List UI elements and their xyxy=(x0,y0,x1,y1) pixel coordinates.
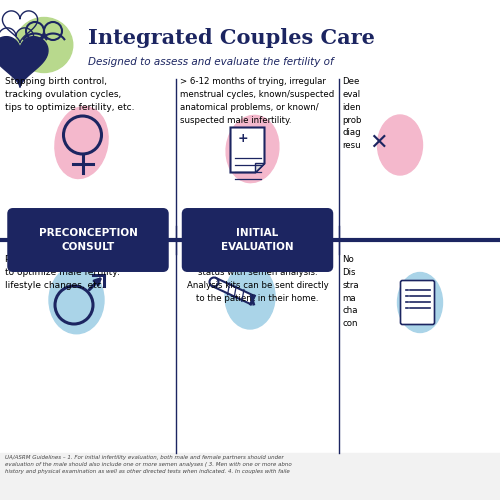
Bar xyxy=(0,0,500,79)
FancyBboxPatch shape xyxy=(184,210,332,270)
Ellipse shape xyxy=(226,116,279,182)
Text: Designed to assess and evaluate the fertility of: Designed to assess and evaluate the fert… xyxy=(88,57,333,67)
Text: Integrated Couples Care: Integrated Couples Care xyxy=(88,28,375,48)
Polygon shape xyxy=(256,164,264,172)
Text: UA/ASRM Guidelines – 1. For initial infertility evaluation, both male and female: UA/ASRM Guidelines – 1. For initial infe… xyxy=(5,455,292,473)
Text: INITIAL
EVALUATION: INITIAL EVALUATION xyxy=(221,228,294,252)
Ellipse shape xyxy=(225,264,275,329)
FancyBboxPatch shape xyxy=(9,210,167,270)
Ellipse shape xyxy=(378,115,422,175)
Text: ✕: ✕ xyxy=(369,132,388,152)
Polygon shape xyxy=(230,128,264,172)
Text: Stopping birth control,
tracking ovulation cycles,
tips to optimize fertility, e: Stopping birth control, tracking ovulati… xyxy=(5,77,134,112)
Text: PRECONCEPTION
CONSULT: PRECONCEPTION CONSULT xyxy=(38,228,138,252)
Bar xyxy=(0,452,500,500)
Polygon shape xyxy=(0,36,48,87)
Text: Providing education and tips
to optimize male fertility:
lifestyle changes, etc.: Providing education and tips to optimize… xyxy=(5,255,134,290)
Ellipse shape xyxy=(55,106,108,178)
Ellipse shape xyxy=(49,266,104,334)
Text: +: + xyxy=(237,132,248,145)
FancyBboxPatch shape xyxy=(400,280,434,324)
Text: Dee
eval
iden
prob
diag
resu: Dee eval iden prob diag resu xyxy=(342,77,362,150)
Ellipse shape xyxy=(15,18,73,72)
Text: Proactively assessing fertility
status with semen analysis.
Analysis kits can be: Proactively assessing fertility status w… xyxy=(186,255,328,302)
Circle shape xyxy=(210,278,218,286)
Ellipse shape xyxy=(398,272,442,332)
Text: > 6-12 months of trying, irregular
menstrual cycles, known/suspected
anatomical : > 6-12 months of trying, irregular menst… xyxy=(180,77,334,124)
Text: No
Dis
stra
ma
cha
con: No Dis stra ma cha con xyxy=(342,255,359,328)
Polygon shape xyxy=(212,278,254,304)
